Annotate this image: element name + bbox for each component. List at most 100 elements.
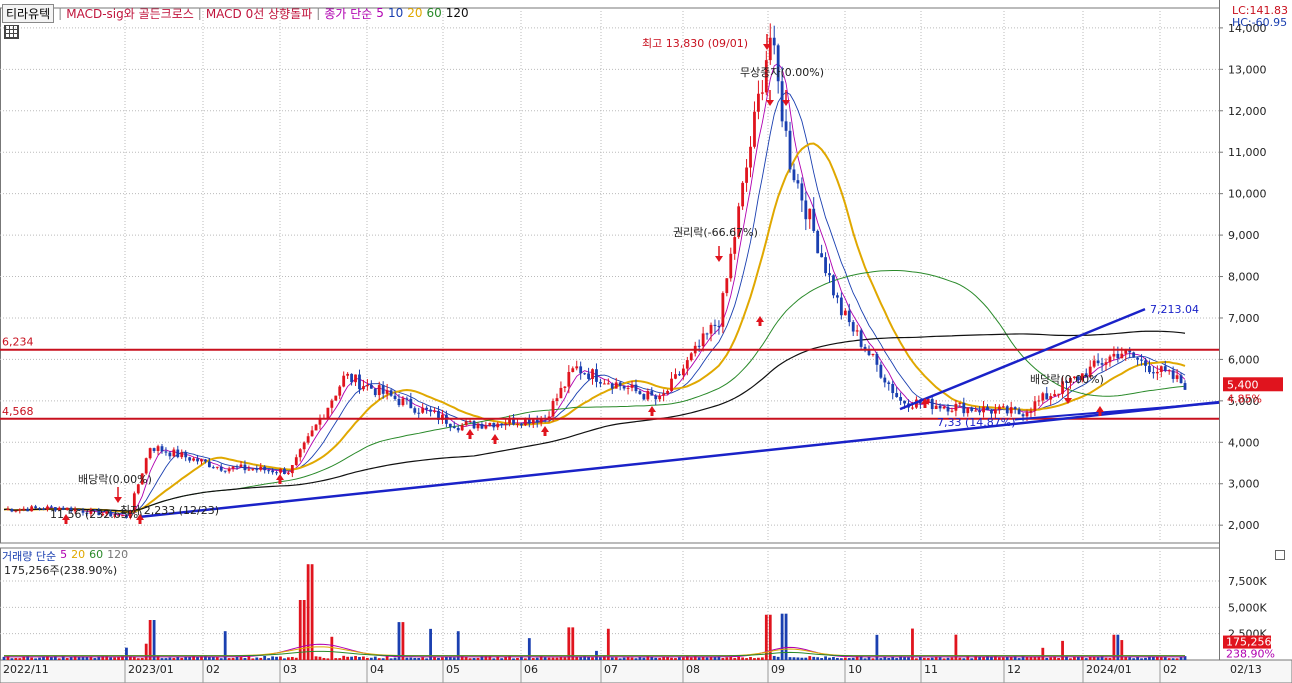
volume-bar: [662, 657, 666, 660]
candle-body: [283, 468, 286, 475]
candle-body: [26, 508, 30, 512]
separator: |: [316, 6, 321, 20]
volume-bar: [978, 656, 982, 660]
ma-label[interactable]: 종가 단순: [324, 6, 373, 21]
volume-bar: [235, 656, 239, 660]
grid-toggle-icon[interactable]: [4, 25, 19, 39]
stock-name-button[interactable]: 티라유텍: [2, 3, 55, 23]
volume-bar: [176, 657, 180, 660]
candle-body: [768, 37, 772, 61]
volume-bar: [322, 657, 326, 660]
volume-bar: [654, 657, 658, 660]
candle-body: [903, 400, 906, 404]
candle-body: [1140, 359, 1143, 361]
volume-bar: [670, 657, 673, 660]
buy-signal-stem: [650, 412, 654, 416]
trend-line-lower: [139, 400, 1220, 519]
panel-maximize-icon[interactable]: [1275, 550, 1285, 560]
volume-bar: [796, 657, 800, 660]
candle-body: [970, 407, 974, 411]
volume-bar: [117, 657, 120, 660]
volume-bar: [1100, 656, 1104, 660]
candle-body: [741, 182, 745, 207]
candle-body: [520, 423, 523, 426]
volume-bar: [922, 657, 926, 660]
volume-bar: [721, 657, 725, 660]
candle-body: [1112, 353, 1116, 357]
candle-body: [73, 509, 77, 512]
volume-bar: [437, 657, 440, 660]
candle-body: [492, 422, 496, 428]
candle-body: [334, 395, 338, 401]
buy-signal-arrow: [62, 514, 70, 520]
chart-annotation: 최고 13,830 (09/01): [642, 37, 748, 50]
candle-body: [1033, 401, 1037, 411]
volume-bar: [1132, 658, 1136, 660]
candle-body: [646, 391, 650, 400]
candle-body: [1009, 407, 1013, 414]
volume-bar: [1152, 656, 1155, 660]
volume-bar: [1148, 656, 1151, 660]
volume-bar: [863, 658, 867, 660]
volume-bar: [883, 656, 887, 660]
candle-body: [207, 461, 211, 468]
volume-tick-label: 5,000K: [1228, 601, 1267, 614]
candle-body: [851, 322, 855, 332]
candle-body: [192, 458, 195, 461]
volume-bar: [10, 658, 14, 660]
price-tick-label: 10,000: [1228, 188, 1267, 201]
candle-body: [1076, 376, 1080, 381]
candle-body: [1116, 353, 1120, 359]
candle-body: [1025, 412, 1029, 417]
candle-body: [527, 417, 531, 424]
trend-line-upper: [899, 307, 1146, 411]
volume-bar: [516, 657, 519, 660]
candle-body: [859, 330, 863, 347]
volume-bar: [338, 658, 342, 660]
candle-body: [437, 410, 440, 420]
price-tick-label: 9,000: [1228, 229, 1260, 242]
volume-bar: [764, 614, 768, 660]
volume-label[interactable]: 거래량 단순: [2, 550, 57, 563]
volume-bar: [911, 628, 914, 660]
volume-bar: [306, 564, 310, 660]
buy-signal-stem: [758, 322, 762, 326]
candle-body: [338, 386, 342, 396]
volume-bar: [824, 656, 827, 660]
candle-body: [81, 510, 85, 513]
volume-bar: [839, 658, 843, 660]
buy-signal-arrow: [276, 474, 284, 480]
volume-bar: [188, 656, 192, 660]
candle-body: [358, 374, 361, 390]
buy-signal-arrow: [136, 514, 144, 520]
volume-bar: [555, 657, 559, 660]
volume-bar: [523, 658, 527, 660]
candle-body: [966, 407, 970, 414]
candle-body: [476, 424, 480, 429]
volume-bar: [843, 657, 847, 660]
ma-period-5: 5: [376, 6, 384, 20]
candle-body: [480, 424, 484, 429]
candle-body: [1108, 356, 1112, 363]
candle-body: [539, 418, 543, 423]
volume-bar: [441, 657, 444, 660]
x-axis-label: 08: [686, 663, 700, 676]
volume-bar: [1124, 656, 1128, 660]
ma-120-line: [3, 330, 1186, 512]
volume-bar: [500, 658, 504, 660]
volume-bar: [602, 656, 606, 660]
volume-bar: [1112, 634, 1116, 660]
volume-bar: [701, 656, 705, 660]
candle-body: [10, 508, 14, 512]
candle-body: [958, 402, 962, 404]
indicator-macd-zero[interactable]: MACD 0선 상향돌파: [205, 6, 313, 21]
candle-body: [433, 410, 436, 412]
candle-body: [290, 465, 294, 474]
indicator-macd-cross[interactable]: MACD-sig와 골든크로스: [66, 6, 194, 21]
candle-body: [310, 430, 314, 437]
buy-signal-arrow: [648, 406, 656, 412]
candle-body: [377, 385, 381, 396]
volume-bar: [1179, 657, 1183, 660]
candle-body: [1132, 352, 1136, 358]
